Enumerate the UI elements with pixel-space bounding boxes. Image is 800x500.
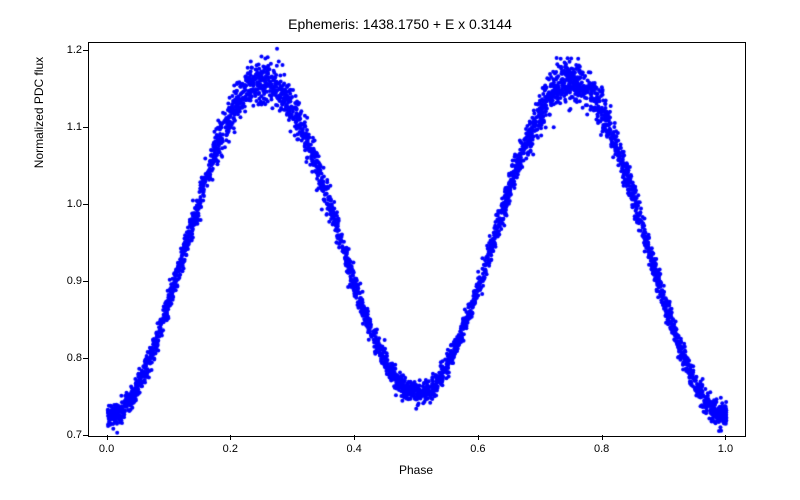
x-tick	[107, 435, 108, 440]
x-tick-label: 0.4	[346, 443, 361, 455]
y-tick-label: 0.8	[54, 352, 82, 364]
x-tick	[354, 435, 355, 440]
chart-title: Ephemeris: 1438.1750 + E x 0.3144	[0, 16, 800, 32]
y-tick	[83, 435, 88, 436]
x-tick-label: 1.0	[718, 443, 733, 455]
x-tick-label: 0.6	[470, 443, 485, 455]
x-tick	[725, 435, 726, 440]
x-tick	[602, 435, 603, 440]
chart-container: Ephemeris: 1438.1750 + E x 0.3144 Phase …	[0, 0, 800, 500]
y-tick	[83, 358, 88, 359]
y-tick-label: 0.9	[54, 275, 82, 287]
y-axis-label: Normalized PDC flux	[32, 0, 46, 309]
y-tick	[83, 127, 88, 128]
y-tick-label: 1.1	[54, 121, 82, 133]
x-tick	[230, 435, 231, 440]
scatter-canvas	[89, 43, 745, 436]
x-tick-label: 0.0	[99, 443, 114, 455]
y-tick	[83, 50, 88, 51]
x-tick	[478, 435, 479, 440]
x-tick-label: 0.2	[223, 443, 238, 455]
plot-area	[88, 42, 746, 437]
y-tick	[83, 204, 88, 205]
y-tick-label: 1.2	[54, 44, 82, 56]
y-tick-label: 0.7	[54, 429, 82, 441]
y-tick-label: 1.0	[54, 198, 82, 210]
x-axis-label: Phase	[88, 463, 744, 477]
y-tick	[83, 281, 88, 282]
x-tick-label: 0.8	[594, 443, 609, 455]
